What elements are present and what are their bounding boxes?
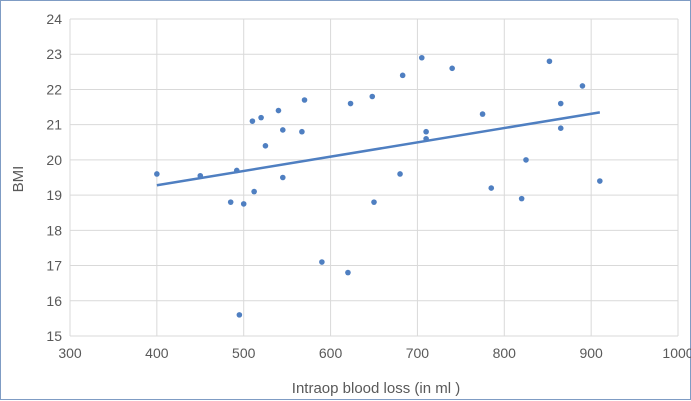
- data-point-23: [418, 54, 425, 61]
- y-tick-label-16: 16: [46, 293, 62, 309]
- y-tick-label-17: 17: [46, 258, 62, 274]
- y-tick-label-18: 18: [46, 222, 62, 238]
- x-tick-label-900: 900: [579, 345, 603, 361]
- data-point-10: [262, 143, 269, 149]
- data-point-26: [449, 65, 455, 72]
- data-point-13: [280, 174, 286, 181]
- data-point-17: [345, 269, 351, 276]
- data-point-35: [597, 178, 603, 184]
- data-point-5: [236, 312, 243, 318]
- y-tick-label-24: 24: [46, 11, 62, 27]
- data-point-9: [258, 114, 264, 121]
- x-tick-label-1000: 1000: [662, 345, 691, 361]
- x-tick-label-500: 500: [232, 345, 256, 361]
- data-point-20: [371, 199, 377, 205]
- data-point-15: [301, 97, 308, 103]
- data-point-14: [299, 128, 305, 135]
- data-point-16: [319, 259, 325, 265]
- data-point-24: [423, 128, 429, 135]
- trendline-group: [156, 111, 601, 187]
- data-point-1: [154, 171, 160, 177]
- data-point-28: [488, 185, 495, 191]
- data-point-29: [518, 195, 525, 202]
- data-point-7: [249, 118, 256, 124]
- x-axis-title: Intraop blood loss (in ml ): [292, 380, 460, 397]
- data-point-18: [347, 100, 354, 107]
- y-axis-tick-labels: 15 16 17 18 19 20 21 22 23 24: [46, 11, 62, 344]
- data-point-22: [399, 72, 406, 79]
- y-tick-label-15: 15: [46, 328, 62, 344]
- trendline: [156, 111, 601, 187]
- grid-lines: [69, 18, 679, 337]
- data-point-2: [197, 172, 204, 179]
- y-tick-label-21: 21: [46, 117, 62, 133]
- x-tick-label-700: 700: [406, 345, 430, 361]
- data-point-34: [579, 83, 586, 89]
- data-point-11: [275, 107, 282, 114]
- y-axis-title: BMI: [10, 166, 27, 193]
- x-axis-tick-labels: 300 400 500 600 700 800 900 1000: [58, 345, 691, 361]
- y-tick-label-22: 22: [46, 81, 62, 97]
- y-tick-label-23: 23: [46, 46, 62, 62]
- x-tick-label-600: 600: [319, 345, 343, 361]
- data-point-19: [369, 93, 376, 100]
- data-point-27: [479, 111, 486, 117]
- x-tick-label-800: 800: [493, 345, 517, 361]
- data-points: [154, 54, 603, 318]
- data-point-21: [397, 171, 403, 177]
- x-tick-label-300: 300: [58, 345, 82, 361]
- data-point-32: [557, 100, 564, 107]
- data-point-25: [423, 135, 429, 142]
- y-tick-label-20: 20: [46, 152, 62, 168]
- data-point-6: [240, 201, 247, 207]
- data-point-8: [251, 188, 257, 195]
- y-tick-label-19: 19: [46, 187, 62, 203]
- data-point-33: [557, 125, 564, 131]
- data-point-30: [523, 157, 529, 163]
- data-point-3: [227, 199, 234, 205]
- data-point-12: [280, 127, 286, 133]
- data-point-4: [233, 167, 240, 174]
- data-point-31: [546, 58, 553, 65]
- x-tick-label-400: 400: [145, 345, 169, 361]
